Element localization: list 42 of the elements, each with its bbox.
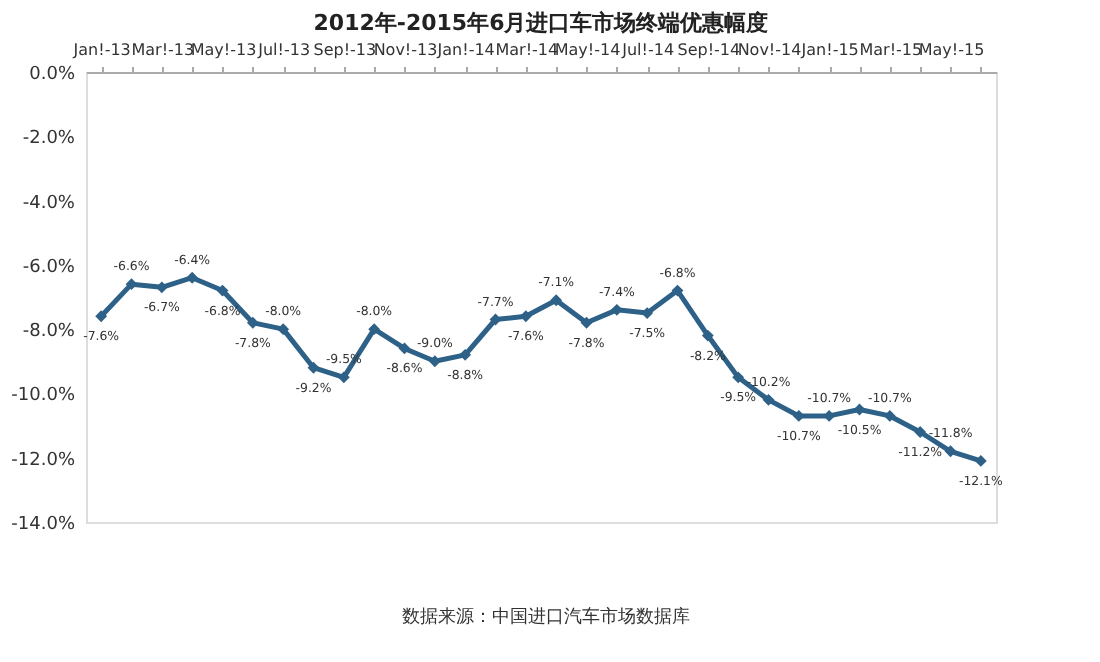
x-tick-label: Jan!-13	[71, 41, 131, 59]
point	[337, 371, 350, 384]
point	[428, 355, 441, 368]
y-tick-label: -2.0%	[22, 129, 76, 150]
y-tick-label: -14.0%	[11, 515, 76, 535]
y-tick-label: -10.0%	[11, 386, 76, 407]
point	[246, 316, 259, 329]
point	[914, 426, 927, 438]
point	[368, 323, 381, 336]
point	[186, 271, 199, 284]
point	[974, 455, 987, 467]
point	[580, 316, 593, 329]
y-tick-label: -6.0%	[22, 257, 76, 278]
point	[732, 371, 745, 384]
x-tick-label: Mar!-15	[859, 41, 923, 59]
point	[277, 323, 290, 336]
source-note: 数据来源：中国进口汽车市场数据库	[402, 606, 690, 628]
x-tick-label: May!-14	[554, 41, 621, 59]
x-tick-label: Jul!-13	[256, 41, 311, 59]
point	[95, 310, 108, 323]
x-tick-label: Jan!-14	[435, 41, 495, 59]
point	[550, 294, 563, 307]
x-tick-label: Jan!-15	[799, 41, 859, 59]
x-tick-label: Jul!-14	[620, 41, 675, 59]
x-tick-label: May!-15	[918, 41, 985, 59]
chart-title: 2012年-2015年6月进口车市场终端优惠幅度	[313, 10, 769, 36]
point	[307, 361, 320, 374]
x-tick-label: Nov!-14	[737, 41, 802, 59]
y-tick-label: -8.0%	[22, 322, 76, 343]
point	[459, 348, 472, 361]
point	[944, 445, 957, 458]
x-tick-label: May!-13	[190, 41, 257, 59]
x-tick-label: Mar!-13	[131, 41, 195, 59]
point	[762, 393, 775, 406]
x-tick-label: Nov!-13	[373, 41, 438, 59]
x-tick-label: Sep!-14	[677, 41, 741, 59]
x-tick-label: Sep!-13	[313, 41, 377, 59]
y-tick-label: -4.0%	[22, 193, 76, 214]
y-tick-label: -12.0%	[11, 450, 76, 471]
x-tick-label: Mar!-14	[495, 41, 559, 59]
point	[701, 329, 714, 342]
y-tick-label: 0.0%	[29, 65, 76, 85]
